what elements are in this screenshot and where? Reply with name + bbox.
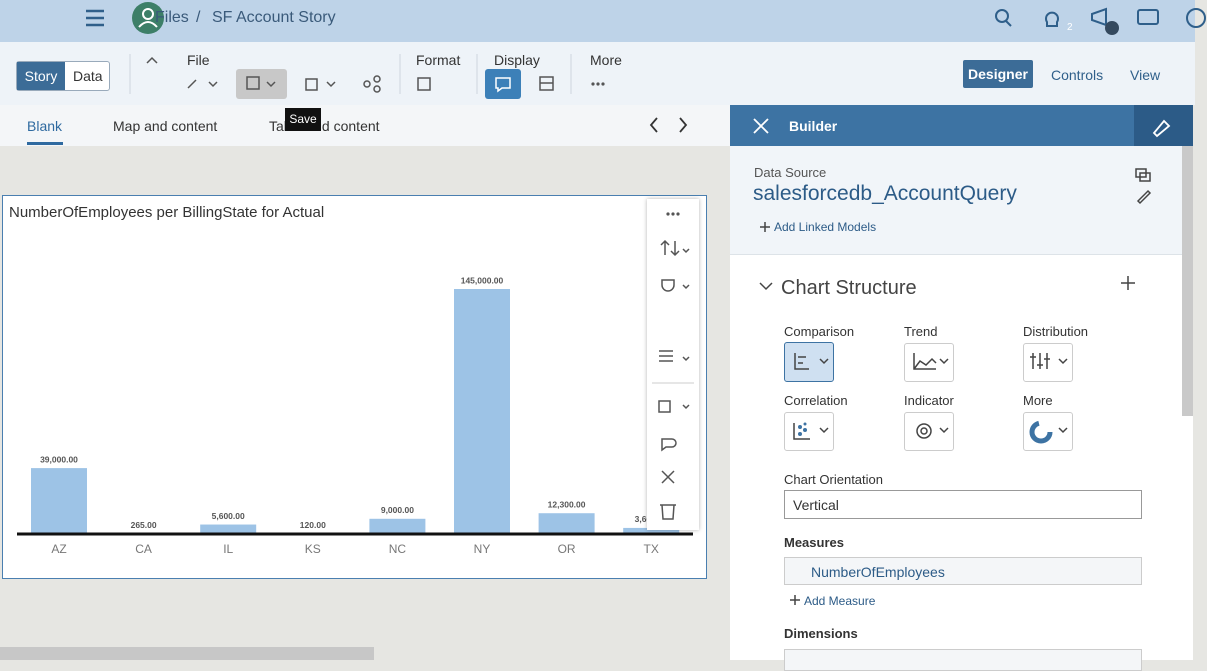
separator: / <box>196 9 200 27</box>
top-bar: Files / SF Account Story 2 <box>0 0 1195 42</box>
tab[interactable]: Map and content <box>113 118 217 134</box>
bar <box>369 519 425 534</box>
link[interactable]: Add Measure <box>804 594 875 608</box>
x-tick-label: KS <box>305 542 321 556</box>
breadcrumb: SF Account Story <box>212 9 336 27</box>
x-tick-label: CA <box>135 542 152 556</box>
chart: 39,000.00 AZ 265.00 CA 5,600.00 IL 120.00 KS 9,0… <box>3 196 706 578</box>
label: Dimensions <box>784 626 858 641</box>
builder-panel: Builder Data Source salesforcedb_Account… <box>730 105 1193 660</box>
data-label: 9,000.00 <box>381 505 414 515</box>
data-label: 120.00 <box>300 520 326 530</box>
breadcrumb[interactable]: Files <box>155 9 189 27</box>
tab[interactable]: Blank <box>27 118 62 134</box>
view-button[interactable]: Designer <box>963 60 1033 88</box>
data-label: 12,300.00 <box>548 499 586 509</box>
x-tick-label: AZ <box>51 542 66 556</box>
data-label: 39,000.00 <box>40 454 78 464</box>
view-button[interactable]: View <box>1130 67 1160 83</box>
bar <box>539 513 595 534</box>
toolbar: Story Data File Format Display More Desi… <box>0 42 1195 105</box>
chart-toolbar <box>647 199 699 530</box>
notification-badge: 2 <box>1067 22 1073 33</box>
select-value: Vertical <box>793 497 839 513</box>
bar <box>31 468 87 534</box>
tab-bar: Blank Map and content Table and content <box>0 105 730 146</box>
x-tick-label: NY <box>474 542 491 556</box>
label: Chart Orientation <box>784 472 883 487</box>
x-tick-label: OR <box>558 542 576 556</box>
x-tick-label: TX <box>644 542 659 556</box>
data-label: 265.00 <box>131 520 157 530</box>
label: Measures <box>784 535 844 550</box>
x-tick-label: NC <box>389 542 407 556</box>
chart-toolbar-icons <box>647 199 699 530</box>
measure: NumberOfEmployees <box>811 564 945 580</box>
view-button[interactable]: Controls <box>1051 67 1103 83</box>
tab-arrows[interactable] <box>640 113 700 137</box>
tooltip: Save <box>285 108 321 131</box>
tab-indicator <box>27 142 63 145</box>
chart-widget[interactable]: NumberOfEmployees per BillingState for A… <box>2 195 707 579</box>
bar <box>454 289 510 534</box>
x-tick-label: IL <box>223 542 233 556</box>
data-label: 145,000.00 <box>461 275 504 285</box>
data-label: 5,600.00 <box>212 511 245 521</box>
scrollbar <box>0 647 374 660</box>
dimension-token[interactable] <box>784 649 1142 671</box>
